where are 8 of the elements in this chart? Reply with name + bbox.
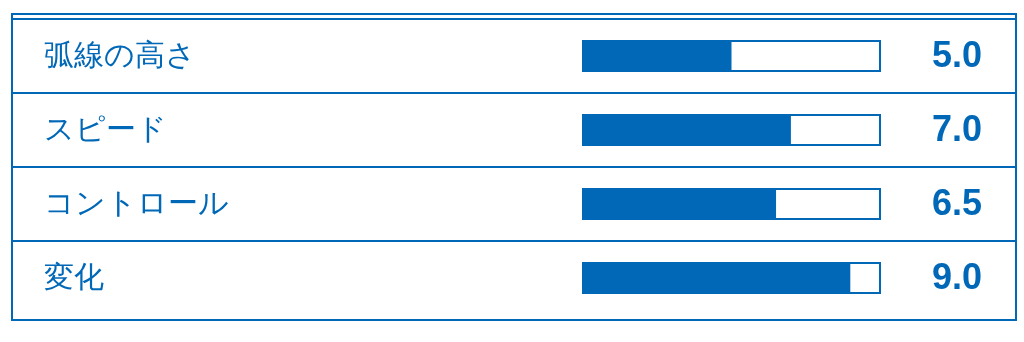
data-label: 5.0 xyxy=(931,34,982,75)
data-label: 9.0 xyxy=(931,256,982,297)
y-tick-label: 変化 xyxy=(44,259,104,294)
data-label: 6.5 xyxy=(931,182,982,223)
y-tick-label: スピード xyxy=(44,111,167,146)
y-tick-label: コントロール xyxy=(44,185,229,220)
y-tick-label: 弧線の高さ xyxy=(44,37,196,72)
data-label: 7.0 xyxy=(931,108,982,149)
